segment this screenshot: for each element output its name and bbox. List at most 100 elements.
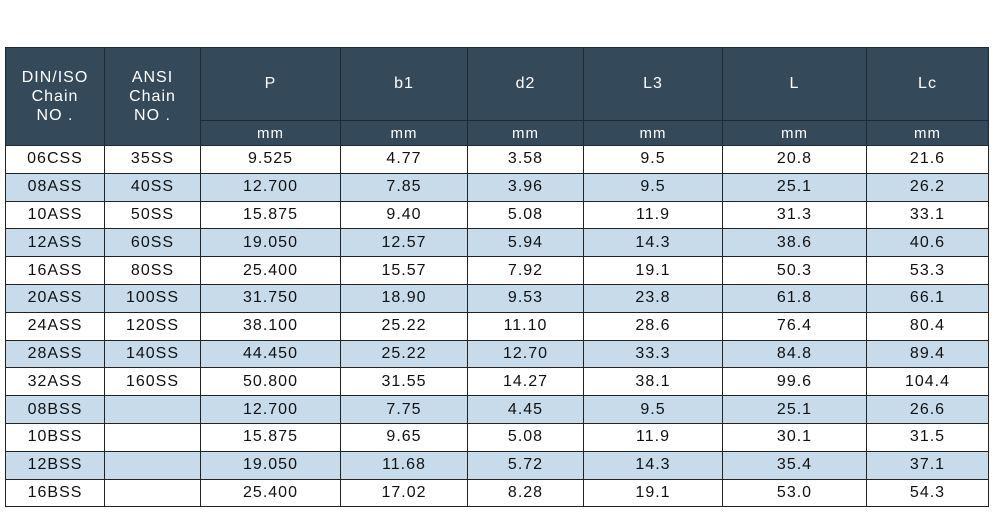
cell: 44.450 xyxy=(200,339,341,369)
cell: 9.53 xyxy=(467,283,584,313)
cell: 80SS xyxy=(104,256,201,285)
data-row: 08ASS 40SS 12.700 7.85 3.96 9.5 25.1 26.2 xyxy=(5,172,989,202)
column-header: d2 xyxy=(467,47,584,121)
cell: 100SS xyxy=(104,283,201,313)
cell: 18.90 xyxy=(340,283,468,313)
data-row: 20ASS 100SS 31.750 18.90 9.53 23.8 61.8 66.1 xyxy=(5,283,989,313)
cell: 38.1 xyxy=(583,367,723,397)
cell: 14.3 xyxy=(583,450,723,480)
cell: 15.875 xyxy=(200,422,341,452)
cell: 38.100 xyxy=(200,311,341,341)
cell: 16ASS xyxy=(5,256,105,285)
header-line: NO . xyxy=(134,107,171,124)
cell: 9.65 xyxy=(340,422,468,452)
cell: 12.70 xyxy=(467,339,584,369)
data-row: 16ASS 80SS 25.400 15.57 7.92 19.1 50.3 53.3 xyxy=(5,256,989,285)
data-row: 12ASS 60SS 19.050 12.57 5.94 14.3 38.6 40.6 xyxy=(5,228,989,258)
cell: 4.45 xyxy=(467,395,584,424)
cell: 54.3 xyxy=(866,478,989,508)
cell: 99.6 xyxy=(722,367,867,397)
table-body: 06CSS 35SS 9.525 4.77 3.58 9.5 20.8 21.6 08ASS 40… xyxy=(5,145,989,508)
cell: 7.92 xyxy=(467,256,584,285)
cell: 4.77 xyxy=(340,145,468,174)
unit-header: mm xyxy=(583,120,723,146)
unit-row: mm mm mm mm mm mm xyxy=(6,120,989,146)
data-row: 24ASS 120SS 38.100 25.22 11.10 28.6 76.4 80.4 xyxy=(5,311,989,341)
cell: 5.72 xyxy=(467,450,584,480)
cell: 11.10 xyxy=(467,311,584,341)
empty-cell xyxy=(104,395,201,424)
header-line: ANSI xyxy=(131,69,174,86)
cell: 16BSS xyxy=(5,478,105,508)
cell: 25.22 xyxy=(340,339,468,369)
cell: 11.9 xyxy=(583,200,723,230)
cell: 140SS xyxy=(104,339,201,369)
data-row: 06CSS 35SS 9.525 4.77 3.58 9.5 20.8 21.6 xyxy=(5,145,989,174)
empty-cell xyxy=(104,422,201,452)
cell: 9.40 xyxy=(340,200,468,230)
cell: 20ASS xyxy=(5,283,105,313)
cell: 76.4 xyxy=(722,311,867,341)
cell: 40SS xyxy=(104,172,201,202)
data-row: 10ASS 50SS 15.875 9.40 5.08 11.9 31.3 33.1 xyxy=(5,200,989,230)
cell: 24ASS xyxy=(5,311,105,341)
cell: 19.1 xyxy=(583,478,723,508)
cell: 12BSS xyxy=(5,450,105,480)
cell: 25.400 xyxy=(200,478,341,508)
data-row: 08BSS 12.700 7.75 4.45 9.5 25.1 26.6 xyxy=(5,395,989,424)
cell: 14.3 xyxy=(583,228,723,258)
cell: 15.875 xyxy=(200,200,341,230)
cell: 3.96 xyxy=(467,172,584,202)
column-header: L xyxy=(722,47,867,121)
cell: 23.8 xyxy=(583,283,723,313)
header-line: NO . xyxy=(36,107,74,124)
cell: 19.050 xyxy=(200,228,341,258)
cell: 31.750 xyxy=(200,283,341,313)
cell: 12ASS xyxy=(5,228,105,258)
cell: 25.22 xyxy=(340,311,468,341)
cell: 37.1 xyxy=(866,450,989,480)
cell: 120SS xyxy=(104,311,201,341)
cell: 50.800 xyxy=(200,367,341,397)
cell: 10ASS xyxy=(5,200,105,230)
cell: 25.1 xyxy=(722,172,867,202)
cell: 12.57 xyxy=(340,228,468,258)
data-row: 28ASS 140SS 44.450 25.22 12.70 33.3 84.8 89.4 xyxy=(5,339,989,369)
cell: 160SS xyxy=(104,367,201,397)
cell: 5.94 xyxy=(467,228,584,258)
cell: 5.08 xyxy=(467,422,584,452)
cell: 40.6 xyxy=(866,228,989,258)
cell: 15.57 xyxy=(340,256,468,285)
cell: 53.3 xyxy=(866,256,989,285)
group-header: DIN/ISO Chain NO . xyxy=(5,47,105,146)
cell: 32ASS xyxy=(5,367,105,397)
cell: 31.55 xyxy=(340,367,468,397)
unit-header: mm xyxy=(866,120,989,146)
data-row: 12BSS 19.050 11.68 5.72 14.3 35.4 37.1 xyxy=(5,450,989,480)
unit-header: mm xyxy=(722,120,867,146)
cell: 11.9 xyxy=(583,422,723,452)
header-line: Chain xyxy=(31,88,79,105)
header-line: DIN/ISO xyxy=(21,69,89,86)
cell: 7.85 xyxy=(340,172,468,202)
cell: 12.700 xyxy=(200,395,341,424)
cell: 66.1 xyxy=(866,283,989,313)
cell: 20.8 xyxy=(722,145,867,174)
cell: 7.75 xyxy=(340,395,468,424)
cell: 50SS xyxy=(104,200,201,230)
cell: 89.4 xyxy=(866,339,989,369)
cell: 9.5 xyxy=(583,395,723,424)
cell: 80.4 xyxy=(866,311,989,341)
header-line: Chain xyxy=(129,88,176,105)
cell: 84.8 xyxy=(722,339,867,369)
cell: 33.1 xyxy=(866,200,989,230)
cell: 14.27 xyxy=(467,367,584,397)
cell: 5.08 xyxy=(467,200,584,230)
cell: 11.68 xyxy=(340,450,468,480)
unit-header: mm xyxy=(467,120,584,146)
cell: 9.5 xyxy=(583,172,723,202)
cell: 21.6 xyxy=(866,145,989,174)
